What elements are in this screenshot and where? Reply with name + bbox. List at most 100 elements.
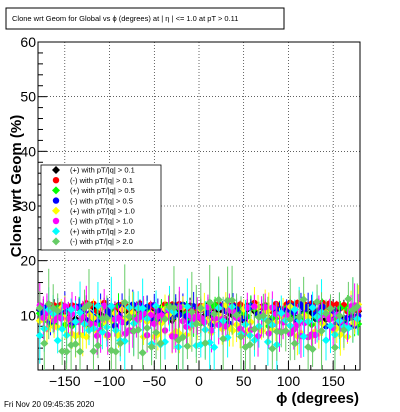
data-point: [183, 302, 192, 311]
data-point: [183, 323, 190, 330]
data-point: [35, 304, 44, 313]
data-point: [107, 302, 116, 311]
data-point: [290, 326, 298, 333]
data-point: [158, 312, 165, 319]
data-point: [295, 312, 304, 321]
y-tick-labels: 10 20 30 40 50 60: [20, 34, 36, 323]
data-point: [205, 298, 214, 307]
data-point: [147, 342, 156, 351]
data-point: [272, 310, 280, 318]
data-point: [228, 326, 237, 335]
legend-label: (-) with pT/|q| > 0.5: [70, 196, 133, 205]
legend-marker: [52, 206, 60, 215]
data-point: [187, 307, 196, 316]
data-point: [93, 341, 102, 350]
data-point: [353, 302, 362, 311]
legend: (+) with pT/|q| > 0.1(-) with pT/|q| > 0…: [40, 164, 162, 251]
data-point: [176, 304, 183, 311]
data-point: [156, 339, 165, 348]
data-point: [277, 309, 286, 318]
data-point: [183, 342, 192, 351]
legend-label: (+) with pT/|q| > 0.1: [70, 166, 135, 175]
data-point: [192, 319, 201, 328]
x-tick-label: 50: [236, 373, 252, 389]
data-point: [223, 296, 232, 305]
data-point: [219, 334, 228, 343]
data-point: [283, 312, 290, 319]
x-tick-label: −150: [49, 373, 81, 389]
legend-marker: [52, 177, 60, 184]
legend-marker: [52, 217, 60, 225]
data-point: [330, 343, 339, 352]
data-point: [299, 332, 308, 341]
data-point: [326, 304, 335, 313]
data-point: [250, 325, 259, 334]
data-point: [322, 309, 331, 318]
data-point: [317, 327, 326, 336]
data-point: [308, 345, 317, 354]
data-point: [67, 305, 76, 314]
data-point: [104, 331, 111, 339]
legend-box: [40, 164, 162, 251]
data-point: [53, 307, 62, 316]
data-point: [138, 348, 147, 357]
data-point: [58, 324, 67, 333]
data-point: [35, 331, 44, 340]
legend-label: (-) with pT/|q| > 1.0: [70, 217, 133, 226]
data-point: [210, 309, 219, 318]
y-tick-label: 20: [20, 253, 36, 269]
y-tick-label: 60: [20, 34, 36, 50]
data-point: [140, 310, 147, 317]
data-point: [93, 302, 102, 311]
data-point: [313, 297, 322, 306]
x-tick-label: −50: [142, 373, 166, 389]
data-point: [58, 315, 65, 322]
series-8: [35, 264, 362, 370]
legend-marker: [52, 166, 60, 174]
legend-marker: [52, 227, 60, 236]
data-point: [201, 339, 210, 348]
x-tick-label: 100: [277, 373, 301, 389]
data-point: [93, 332, 101, 339]
data-point: [263, 317, 272, 326]
x-axis-title: ϕ (degrees): [276, 390, 359, 407]
data-point: [134, 325, 143, 334]
data-point: [268, 344, 277, 353]
data-point: [335, 311, 344, 320]
data-point: [322, 336, 331, 345]
y-tick-label: 50: [20, 89, 36, 105]
data-point: [251, 303, 258, 310]
data-point: [259, 311, 268, 320]
data-point: [290, 339, 299, 348]
data-point: [265, 330, 272, 337]
data-point: [84, 300, 93, 309]
legend-label: (+) with pT/|q| > 2.0: [70, 227, 135, 236]
data-point: [40, 339, 49, 348]
data-point: [236, 325, 244, 332]
x-tick-label: 150: [321, 373, 345, 389]
data-point: [344, 294, 353, 303]
legend-marker: [52, 197, 60, 204]
data-point: [339, 326, 348, 335]
x-tick-labels: −150 −100 −50 0 50 100 150: [49, 373, 345, 389]
data-point: [62, 347, 71, 356]
data-point: [326, 316, 333, 323]
data-point: [102, 314, 111, 323]
data-point: [254, 333, 262, 340]
x-tick-label: 0: [195, 373, 203, 389]
y-tick-label: 10: [20, 307, 36, 323]
y-tick-label: 40: [20, 143, 36, 159]
data-point: [228, 296, 237, 305]
legend-label: (+) with pT/|q| > 0.5: [70, 186, 135, 195]
legend-label: (-) with pT/|q| > 0.1: [70, 176, 133, 185]
data-point: [71, 340, 80, 349]
data-point: [214, 295, 223, 304]
data-point: [201, 318, 208, 326]
data-point: [336, 330, 345, 339]
y-axis-title: Clone wrt Geom (%): [8, 115, 25, 258]
data-point: [44, 299, 53, 308]
data-point: [178, 333, 187, 342]
legend-marker: [52, 186, 60, 195]
data-points: [35, 264, 363, 370]
